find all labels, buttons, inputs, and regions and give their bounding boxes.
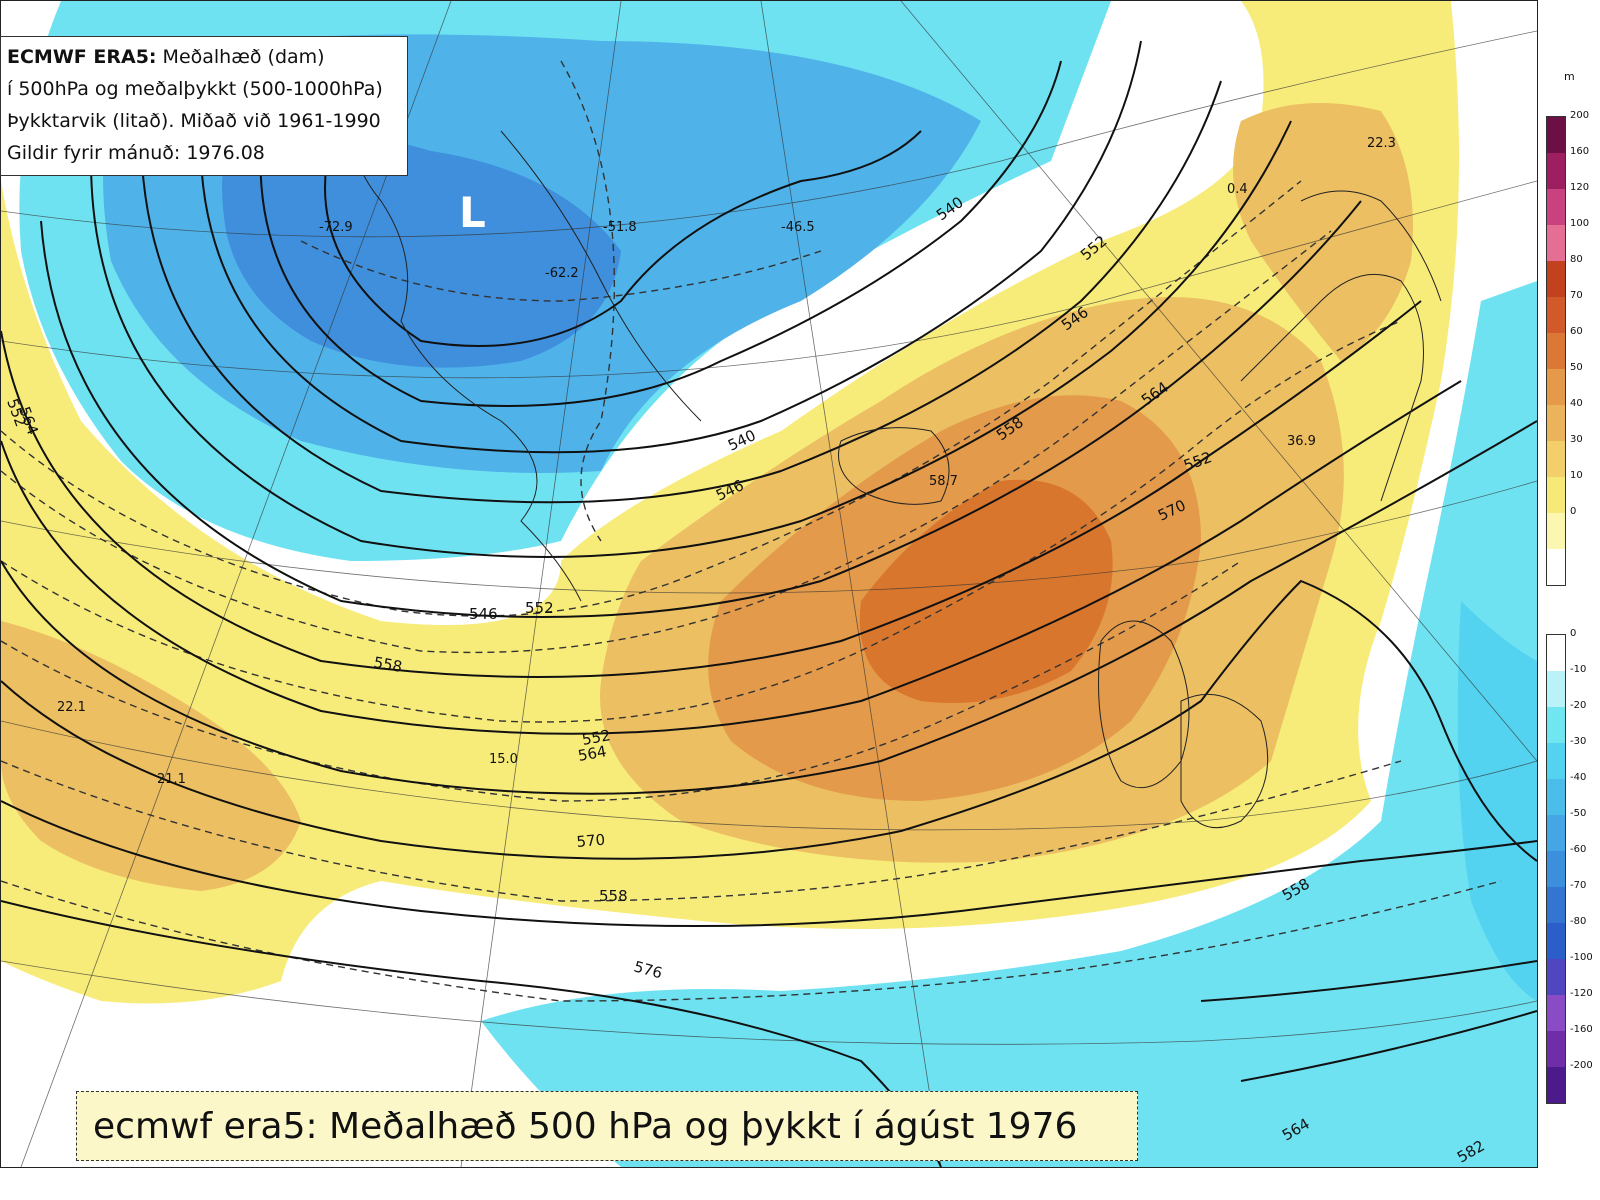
anomaly-negative-dark-north xyxy=(222,133,621,368)
legend-color-cell xyxy=(1547,189,1565,225)
legend-tick-label: -20 xyxy=(1570,700,1587,711)
anomaly-label: 58.7 xyxy=(929,474,958,489)
height-label: 564 xyxy=(577,742,608,765)
height-contours xyxy=(1,40,1537,1167)
legend-color-cell xyxy=(1547,405,1565,441)
height-label: 570 xyxy=(576,831,606,851)
legend-tick-label: -10 xyxy=(1570,664,1587,675)
legend-tick-label: 70 xyxy=(1570,290,1583,301)
info-line-1: ECMWF ERA5: Meðalhæð (dam) xyxy=(7,41,401,73)
legend-tick-label: -80 xyxy=(1570,916,1587,927)
info-line-3: Þykktarvik (litað). Miðað við 1961-1990 xyxy=(7,110,381,132)
height-label: 552 xyxy=(581,726,612,749)
legend-lower-bar xyxy=(1546,634,1566,1104)
anomaly-label: -62.2 xyxy=(545,266,579,281)
anomaly-label: 22.3 xyxy=(1367,136,1396,151)
legend-tick-label: 160 xyxy=(1570,146,1590,157)
legend-tick-label: -60 xyxy=(1570,844,1587,855)
legend-color-cell xyxy=(1547,743,1565,779)
legend-color-cell xyxy=(1547,923,1565,959)
info-variable: Meðalhæð (dam) xyxy=(156,46,325,68)
weather-map: 540 552 546 564 558 552 570 540 546 546 … xyxy=(0,0,1538,1168)
legend-tick-label: -200 xyxy=(1570,1060,1593,1071)
low-pressure-marker: L xyxy=(459,188,486,237)
caption-box: ecmwf era5: Meðalhæð 500 hPa og þykkt í … xyxy=(76,1091,1138,1161)
anomaly-positive-orange-dark xyxy=(859,479,1113,703)
info-line-4: Gildir fyrir mánuð: 1976.08 xyxy=(7,142,265,164)
legend-tick-label: 60 xyxy=(1570,326,1583,337)
legend-tick-label: -120 xyxy=(1570,988,1593,999)
anomaly-negative-light-south xyxy=(481,281,1537,1167)
legend-color-cell xyxy=(1547,1031,1565,1067)
legend-color-cell xyxy=(1547,477,1565,513)
legend-color-cell xyxy=(1547,297,1565,333)
legend-tick-label: 100 xyxy=(1570,218,1590,229)
legend-color-cell xyxy=(1547,153,1565,189)
legend-color-cell xyxy=(1547,261,1565,297)
info-source: ECMWF ERA5: xyxy=(7,46,157,68)
legend-tick-label: -40 xyxy=(1570,772,1587,783)
legend-color-cell xyxy=(1547,117,1565,153)
anomaly-negative-mid-south xyxy=(1457,601,1537,1001)
legend-tick-label: -70 xyxy=(1570,880,1587,891)
coastlines xyxy=(349,60,1442,829)
anomaly-label: 22.1 xyxy=(57,700,86,715)
legend-tick-label: 200 xyxy=(1570,110,1590,121)
legend-tick-label: -160 xyxy=(1570,1024,1593,1035)
legend-color-cell xyxy=(1547,441,1565,477)
anomaly-positive-orange-light-ne xyxy=(1233,103,1413,361)
graticule xyxy=(1,1,1537,1167)
legend-tick-label: -50 xyxy=(1570,808,1587,819)
legend-tick-label: 0 xyxy=(1570,506,1577,517)
anomaly-labels: -72.9 -51.8 -46.5 -62.2 0.4 22.3 58.7 36… xyxy=(57,136,1396,787)
anomaly-label: -51.8 xyxy=(603,220,637,235)
legend-color-cell xyxy=(1547,635,1565,671)
legend-color-cell xyxy=(1547,549,1565,585)
anomaly-label: -46.5 xyxy=(781,220,815,235)
legend-tick-label: 120 xyxy=(1570,182,1590,193)
legend-color-cell xyxy=(1547,887,1565,923)
anomaly-label: -72.9 xyxy=(319,220,353,235)
thickness-contours xyxy=(1,60,1502,1002)
info-line-2: í 500hPa og meðalþykkt (500-1000hPa) xyxy=(7,78,383,100)
legend-color-cell xyxy=(1547,959,1565,995)
info-box: ECMWF ERA5: Meðalhæð (dam) í 500hPa og m… xyxy=(0,36,408,176)
legend-color-cell xyxy=(1547,851,1565,887)
legend-color-cell xyxy=(1547,369,1565,405)
legend-color-cell xyxy=(1547,333,1565,369)
legend-color-cell xyxy=(1547,779,1565,815)
height-label: 552 xyxy=(525,599,554,617)
legend-unit: m xyxy=(1564,70,1575,83)
legend-tick-label: 50 xyxy=(1570,362,1583,373)
legend-color-cell xyxy=(1547,671,1565,707)
legend-tick-label: 30 xyxy=(1570,434,1583,445)
legend-color-cell xyxy=(1547,815,1565,851)
anomaly-positive-orange-light-west xyxy=(1,621,301,891)
height-label: 558 xyxy=(599,887,628,905)
legend-color-cell xyxy=(1547,707,1565,743)
anomaly-label: 15.0 xyxy=(489,752,518,767)
legend-upper-bar xyxy=(1546,116,1566,586)
legend-tick-label: -30 xyxy=(1570,736,1587,747)
legend-tick-label: 0 xyxy=(1570,628,1577,639)
height-label: 546 xyxy=(469,605,498,623)
legend-tick-label: 40 xyxy=(1570,398,1583,409)
legend-color-cell xyxy=(1547,995,1565,1031)
anomaly-label: 0.4 xyxy=(1227,182,1248,197)
anomaly-label: 36.9 xyxy=(1287,434,1316,449)
legend-tick-label: 10 xyxy=(1570,470,1583,481)
legend-tick-label: 80 xyxy=(1570,254,1583,265)
color-legend: m 200 160 120 100 80 70 60 50 40 30 10 0 0 -10 -20 -30… xyxy=(1546,70,1600,1190)
legend-color-cell xyxy=(1547,225,1565,261)
legend-color-cell xyxy=(1547,513,1565,549)
height-label: 558 xyxy=(372,653,403,676)
legend-tick-label: -100 xyxy=(1570,952,1593,963)
anomaly-label: 21.1 xyxy=(157,772,186,787)
legend-color-cell xyxy=(1547,1067,1565,1103)
